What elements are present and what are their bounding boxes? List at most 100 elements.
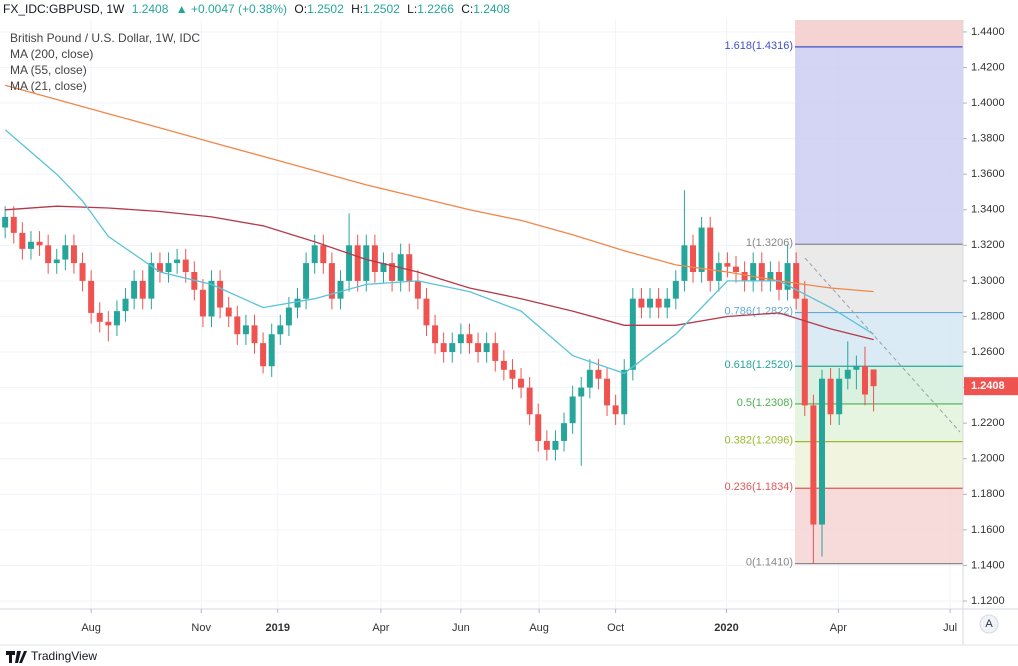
y-tick-label: 1.2000: [971, 453, 1005, 465]
candle-body: [612, 405, 619, 415]
candle-body: [698, 227, 705, 272]
candle-body: [638, 298, 645, 308]
candle-body: [156, 263, 163, 272]
candle-body: [810, 405, 817, 525]
last-price-label: 1.2408: [971, 380, 1005, 392]
y-tick-label: 1.2800: [971, 310, 1005, 322]
candle-body: [707, 227, 714, 281]
candle-body: [861, 366, 868, 395]
fib-label: 0(1.1410): [746, 557, 793, 569]
candle-body: [569, 396, 576, 424]
candle-body: [389, 263, 396, 281]
candle-body: [784, 263, 791, 290]
symbol: FX_IDC:GBPUSD, 1W: [3, 2, 125, 16]
open-value: 1.2502: [307, 2, 344, 16]
candle-body: [664, 298, 671, 308]
candle-body: [466, 334, 473, 344]
candle-body: [475, 343, 482, 353]
y-tick-label: 1.3200: [971, 239, 1005, 251]
scale-button[interactable]: A: [985, 618, 993, 630]
fib-zone: [795, 244, 963, 313]
candle-body: [251, 325, 258, 344]
fib-label: 1(1.3206): [746, 237, 793, 249]
candle-body: [303, 263, 310, 299]
legend-entry: MA (200, close): [10, 47, 93, 61]
candle-body: [535, 414, 542, 441]
candle-body: [27, 241, 34, 249]
candle-body: [268, 334, 275, 367]
candle-body: [148, 263, 155, 299]
candle-body: [432, 325, 439, 344]
plot-area: 1.618(1.4316) 1(1.3206) 0.786(1.2822) 0.618…: [0, 20, 963, 609]
candle-body: [19, 232, 26, 249]
fib-label: 1.618(1.4316): [725, 40, 794, 52]
candle-body: [741, 271, 748, 281]
fib-label: 0.236(1.1834): [725, 481, 794, 493]
candle-body: [337, 280, 344, 299]
candle-body: [105, 321, 112, 326]
legend-entry: MA (55, close): [10, 63, 87, 77]
last-price-box: [964, 377, 1018, 396]
candle-body: [647, 298, 654, 308]
candle-body: [88, 280, 95, 313]
candle-body: [449, 343, 456, 353]
candle-body: [844, 369, 851, 379]
candle-body: [62, 245, 69, 260]
candle-body: [492, 343, 499, 361]
candle-body: [543, 440, 550, 450]
candle-body: [793, 263, 800, 299]
candle-body: [285, 307, 292, 326]
candle-body: [870, 369, 877, 387]
candle-body: [260, 343, 267, 367]
candle-body: [724, 263, 731, 267]
y-tick-label: 1.3400: [971, 204, 1005, 216]
candle-body: [561, 423, 568, 441]
candle-body: [371, 245, 378, 272]
candle-body: [457, 334, 464, 344]
last-price: 1.2408: [132, 2, 169, 16]
candle-body: [45, 245, 52, 264]
trend-line: [804, 257, 961, 433]
fib-zone: [795, 46, 963, 245]
candle-body: [801, 298, 808, 406]
candle-body: [853, 366, 860, 370]
x-tick-label: Nov: [191, 622, 211, 634]
scale-button-bg[interactable]: [979, 614, 999, 634]
candle-body: [604, 378, 611, 406]
candle-body: [578, 387, 585, 397]
fib-label: 0.786(1.2822): [725, 305, 794, 317]
x-tick-label: Aug: [81, 622, 101, 634]
candle-body: [354, 245, 361, 281]
low-value: 1.2266: [417, 2, 454, 16]
candle-body: [380, 263, 387, 272]
x-tick-label: Aug: [529, 622, 549, 634]
chart-title: British Pound / U.S. Dollar, 1W, IDC: [10, 31, 200, 45]
chart-header: FX_IDC:GBPUSD, 1W 1.2408 ▲ +0.0047 (+0.3…: [3, 2, 510, 16]
candle-body: [595, 369, 602, 379]
y-tick-label: 1.4400: [971, 26, 1005, 38]
candle-body: [440, 343, 447, 353]
candle-body: [70, 245, 77, 264]
candle-body: [758, 263, 765, 281]
candle-body: [526, 387, 533, 415]
candle-body: [139, 280, 146, 299]
candle-body: [53, 259, 60, 264]
y-tick-label: 1.1800: [971, 488, 1005, 500]
candle-body: [423, 298, 430, 326]
x-tick-label: 2020: [714, 622, 738, 634]
candle-body: [672, 280, 679, 299]
ma-line: [4, 129, 874, 375]
low-label: L:: [407, 2, 417, 16]
fib-label: 0.618(1.2520): [725, 359, 794, 371]
candle-body: [827, 378, 834, 415]
y-tick-label: 1.2200: [971, 417, 1005, 429]
candle-body: [750, 263, 757, 281]
y-tick-label: 1.4000: [971, 97, 1005, 109]
fib-label: 0.382(1.2096): [725, 435, 794, 447]
candle-body: [500, 360, 507, 370]
close-value: 1.2408: [473, 2, 510, 16]
candle-body: [131, 280, 138, 299]
candle-body: [311, 245, 318, 264]
candle-body: [182, 259, 189, 272]
high-value: 1.2502: [363, 2, 400, 16]
